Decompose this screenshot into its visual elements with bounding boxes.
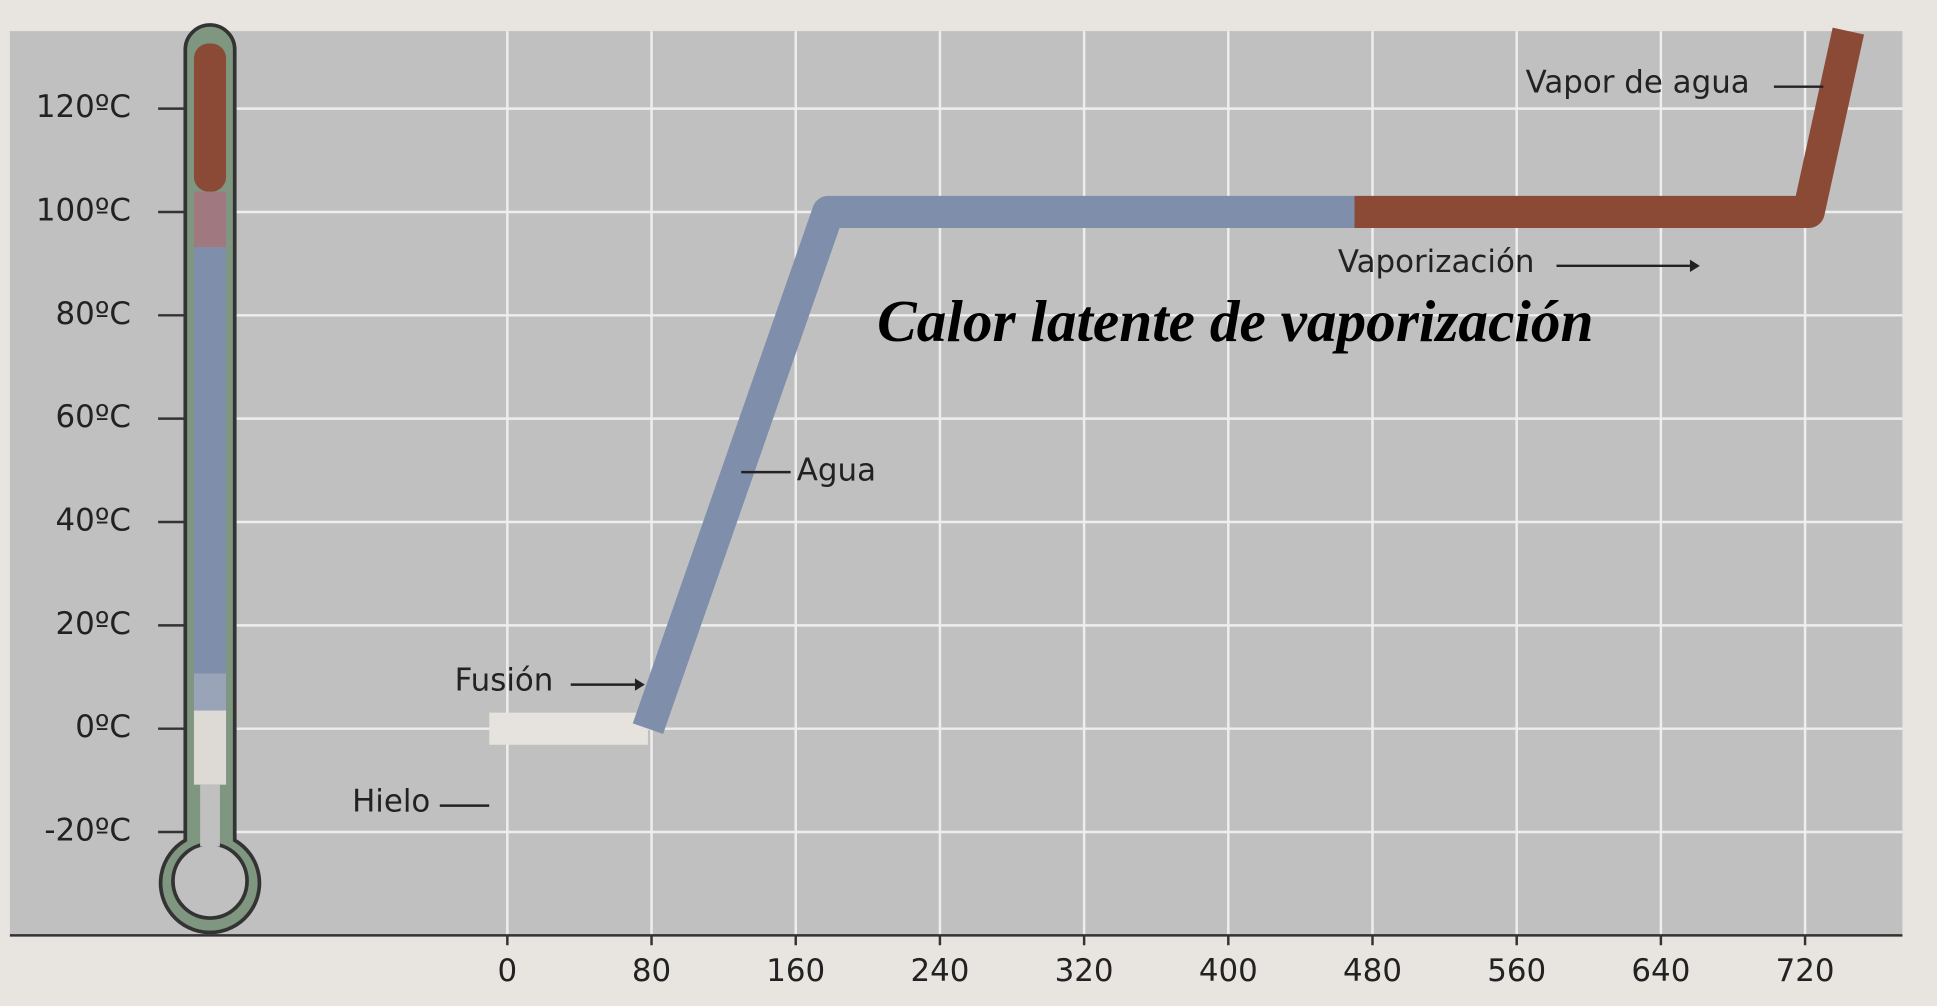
x-tick-label: 240 [910,953,969,989]
y-tick-label: 40ºC [56,502,131,538]
annotation: Fusión [455,663,554,699]
y-tick-label: 0ºC [75,709,131,745]
y-tick-label: 20ºC [56,606,131,642]
x-tick-label: 0 [498,953,518,989]
x-tick-label: 160 [766,953,825,989]
y-tick-label: -20ºC [44,813,131,849]
x-tick-label: 720 [1776,953,1835,989]
x-tick-label: 320 [1055,953,1114,989]
x-tick-label: 640 [1631,953,1690,989]
y-tick-label: 60ºC [56,399,131,435]
annotation: Vapor de agua [1526,65,1750,101]
x-tick-label: 80 [632,953,671,989]
plot-area [10,31,1903,935]
y-tick-label: 120ºC [36,89,131,125]
x-tick-label: 480 [1343,953,1402,989]
chart-title: Calor latente de vaporización [877,288,1593,354]
y-tick-label: 80ºC [56,296,131,332]
y-tick-label: 100ºC [36,192,131,228]
chart: Calor latente de vaporización 0 80 160 240 3… [0,0,1937,1006]
annotation: Hielo [352,784,430,820]
x-tick-label: 560 [1487,953,1546,989]
x-tick-label: 400 [1199,953,1258,989]
annotation: Vaporización [1338,244,1535,280]
annotation: Agua [797,453,876,489]
